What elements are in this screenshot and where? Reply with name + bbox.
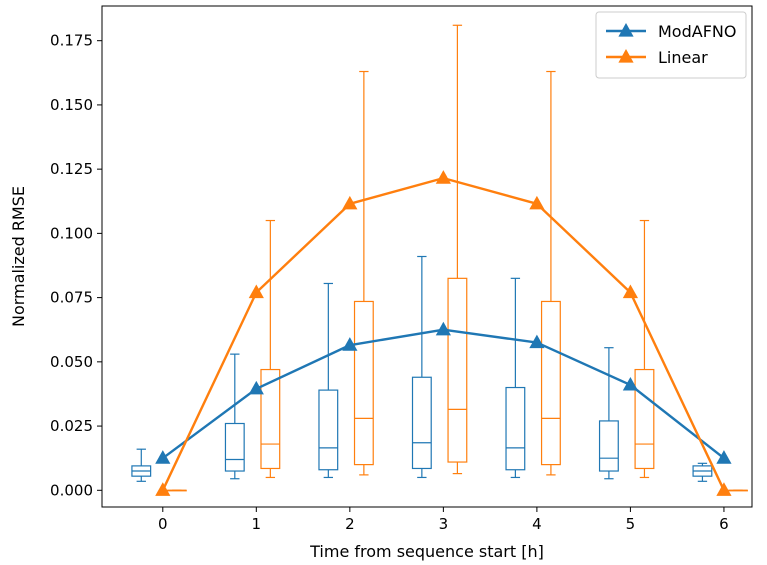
- data-point-linear: [342, 195, 358, 210]
- x-tick-label: 2: [345, 515, 355, 533]
- x-tick-label: 1: [252, 515, 262, 533]
- legend: ModAFNO Linear: [595, 11, 747, 79]
- box-iqr: [540, 300, 561, 466]
- box-iqr: [447, 277, 468, 463]
- data-point-modafno: [622, 376, 639, 391]
- y-tick-label: 0.125: [50, 160, 93, 178]
- box-iqr: [224, 422, 245, 472]
- y-axis: 0.000 0.025 0.050 0.075 0.100 0.125 0.150 0.175: [50, 32, 102, 499]
- plot-area: [131, 24, 748, 496]
- y-tick-label: 0.075: [50, 289, 93, 307]
- series-modafno: [155, 321, 732, 464]
- legend-label-linear: Linear: [658, 48, 708, 67]
- x-tick-label: 0: [158, 515, 168, 533]
- x-axis-label: Time from sequence start [h]: [309, 542, 544, 561]
- y-tick-label: 0.050: [50, 353, 93, 371]
- x-tick-label: 3: [439, 515, 449, 533]
- data-point-modafno: [529, 334, 545, 349]
- y-tick-label: 0.000: [50, 481, 93, 499]
- y-tick-label: 0.175: [50, 32, 93, 50]
- data-point-linear: [716, 482, 732, 496]
- box-iqr: [411, 376, 432, 470]
- y-axis-label: Normalized RMSE: [9, 186, 28, 327]
- x-tick-label: 4: [532, 515, 542, 533]
- data-point-linear: [622, 284, 639, 299]
- series-line-modafno: [162, 328, 725, 460]
- legend-marker-linear: [618, 49, 634, 63]
- boxplot-group-modafno: [131, 255, 713, 482]
- y-tick-label: 0.150: [50, 96, 93, 114]
- legend-label-modafno: ModAFNO: [658, 22, 736, 41]
- data-point-linear: [435, 170, 451, 184]
- data-point-modafno: [155, 450, 171, 464]
- x-tick-label: 6: [719, 515, 729, 533]
- y-tick-label: 0.025: [50, 417, 93, 435]
- data-point-modafno: [716, 450, 732, 464]
- data-point-linear: [529, 195, 545, 210]
- box-iqr: [634, 368, 655, 470]
- box-iqr: [260, 368, 281, 470]
- axes-frame: [101, 5, 753, 508]
- data-point-modafno: [248, 380, 264, 395]
- box-iqr: [318, 389, 339, 471]
- data-point-linear: [155, 482, 171, 496]
- box-iqr: [598, 420, 619, 472]
- x-tick-label: 5: [626, 515, 636, 533]
- data-point-linear: [248, 284, 264, 299]
- x-axis: 0 1 2 3 4 5 6: [158, 507, 729, 533]
- boxplot-group-linear: [166, 24, 748, 492]
- legend-frame: [595, 11, 747, 79]
- y-tick-label: 0.100: [50, 224, 93, 242]
- data-point-modafno: [435, 321, 451, 336]
- box-iqr: [505, 386, 526, 471]
- legend-marker-modafno: [618, 23, 634, 37]
- data-point-modafno: [342, 337, 358, 351]
- series-linear: [155, 170, 732, 496]
- box-iqr: [353, 300, 374, 466]
